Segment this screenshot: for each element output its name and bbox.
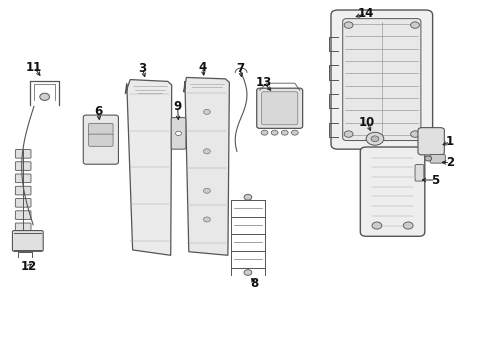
Text: 1: 1 bbox=[446, 135, 454, 148]
Polygon shape bbox=[125, 80, 172, 255]
FancyBboxPatch shape bbox=[83, 115, 119, 164]
Circle shape bbox=[244, 194, 252, 200]
FancyBboxPatch shape bbox=[171, 118, 186, 149]
Circle shape bbox=[261, 130, 268, 135]
FancyBboxPatch shape bbox=[331, 10, 433, 149]
Circle shape bbox=[366, 132, 384, 145]
FancyBboxPatch shape bbox=[15, 198, 31, 207]
Circle shape bbox=[40, 93, 49, 100]
Text: 11: 11 bbox=[26, 60, 42, 73]
Text: 5: 5 bbox=[431, 174, 440, 186]
FancyBboxPatch shape bbox=[15, 174, 31, 183]
FancyBboxPatch shape bbox=[15, 186, 31, 195]
Circle shape bbox=[344, 22, 353, 28]
Circle shape bbox=[281, 130, 288, 135]
FancyBboxPatch shape bbox=[262, 92, 298, 125]
Text: 14: 14 bbox=[358, 7, 374, 20]
Circle shape bbox=[292, 130, 298, 135]
Circle shape bbox=[175, 131, 181, 135]
Circle shape bbox=[244, 270, 252, 275]
Circle shape bbox=[372, 222, 382, 229]
Text: 10: 10 bbox=[359, 116, 375, 129]
FancyBboxPatch shape bbox=[257, 88, 303, 129]
Circle shape bbox=[411, 131, 419, 137]
Circle shape bbox=[425, 156, 432, 161]
Circle shape bbox=[403, 222, 413, 229]
FancyBboxPatch shape bbox=[415, 165, 424, 181]
Circle shape bbox=[203, 149, 210, 154]
Text: 7: 7 bbox=[236, 62, 244, 75]
FancyBboxPatch shape bbox=[15, 149, 31, 158]
Circle shape bbox=[344, 131, 353, 137]
Text: 12: 12 bbox=[21, 260, 37, 273]
Circle shape bbox=[203, 217, 210, 222]
Polygon shape bbox=[184, 77, 229, 255]
FancyBboxPatch shape bbox=[12, 230, 43, 251]
FancyBboxPatch shape bbox=[89, 134, 113, 146]
FancyBboxPatch shape bbox=[15, 211, 31, 219]
FancyBboxPatch shape bbox=[430, 154, 445, 163]
FancyBboxPatch shape bbox=[89, 123, 113, 135]
FancyBboxPatch shape bbox=[15, 162, 31, 170]
FancyBboxPatch shape bbox=[360, 147, 425, 236]
Text: 8: 8 bbox=[251, 278, 259, 291]
Text: 6: 6 bbox=[94, 105, 102, 118]
Text: 3: 3 bbox=[138, 62, 147, 75]
Circle shape bbox=[203, 188, 210, 193]
FancyBboxPatch shape bbox=[418, 128, 444, 155]
Circle shape bbox=[271, 130, 278, 135]
Circle shape bbox=[203, 109, 210, 114]
FancyBboxPatch shape bbox=[15, 223, 31, 231]
Circle shape bbox=[411, 22, 419, 28]
FancyBboxPatch shape bbox=[343, 19, 421, 140]
Circle shape bbox=[371, 136, 379, 141]
Text: 13: 13 bbox=[255, 76, 271, 89]
Text: 9: 9 bbox=[173, 100, 182, 113]
Text: 4: 4 bbox=[198, 60, 207, 73]
Text: 2: 2 bbox=[446, 156, 454, 169]
